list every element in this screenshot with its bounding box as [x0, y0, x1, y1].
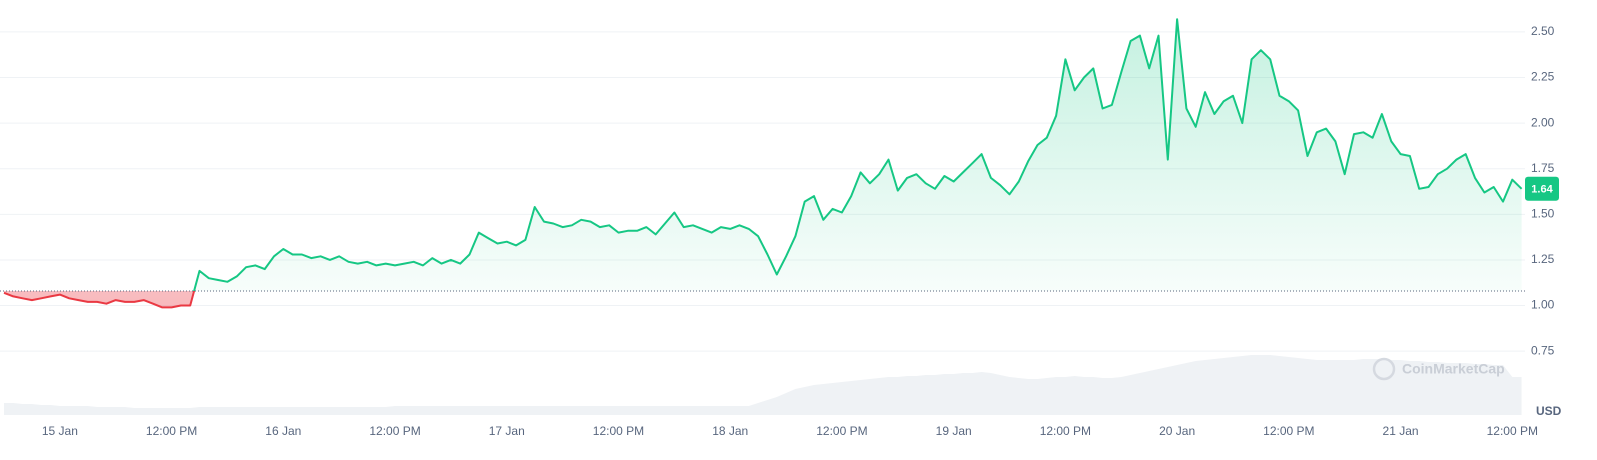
y-tick-label: 1.25 [1531, 252, 1555, 266]
price-area-down [4, 290, 195, 308]
y-tick-label: 2.25 [1531, 70, 1555, 84]
x-tick-label: 17 Jan [489, 424, 525, 438]
x-tick-label: 12:00 PM [816, 424, 867, 438]
x-tick-label: 12:00 PM [369, 424, 420, 438]
y-tick-label: 0.75 [1531, 343, 1555, 357]
watermark-logo [1372, 357, 1396, 381]
x-tick-label: 18 Jan [712, 424, 748, 438]
x-tick-label: 12:00 PM [1263, 424, 1314, 438]
x-tick-label: 12:00 PM [1040, 424, 1091, 438]
down-group [3, 290, 196, 309]
watermark: CoinMarketCap [1372, 357, 1505, 381]
x-tick-label: 12:00 PM [146, 424, 197, 438]
currency-label: USD [1536, 404, 1562, 418]
price-area-up [4, 19, 1522, 291]
x-tick-label: 15 Jan [42, 424, 78, 438]
x-tick-label: 21 Jan [1383, 424, 1419, 438]
y-tick-label: 2.50 [1531, 24, 1555, 38]
volume-area [4, 355, 1522, 415]
x-tick-label: 12:00 PM [593, 424, 644, 438]
watermark-text: CoinMarketCap [1402, 361, 1505, 377]
y-tick-label: 2.00 [1531, 115, 1555, 129]
y-tick-label: 1.75 [1531, 161, 1555, 175]
x-tick-label: 20 Jan [1159, 424, 1195, 438]
x-tick-label: 16 Jan [265, 424, 301, 438]
y-tick-label: 1.00 [1531, 298, 1555, 312]
x-tick-label: 12:00 PM [1487, 424, 1538, 438]
x-tick-label: 19 Jan [936, 424, 972, 438]
price-badge [1525, 176, 1559, 201]
up-group [4, 18, 1523, 291]
y-tick-label: 1.50 [1531, 207, 1555, 221]
price-line-up [193, 18, 1523, 291]
price-badge-label: 1.64 [1531, 184, 1553, 196]
